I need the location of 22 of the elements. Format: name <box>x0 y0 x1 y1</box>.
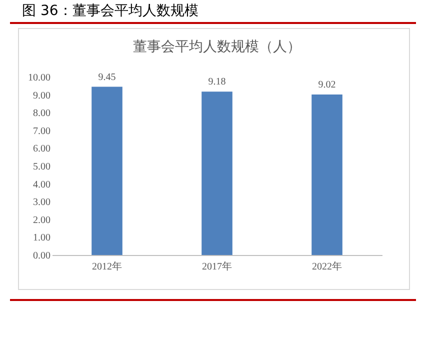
y-tick-label: 8.00 <box>33 108 50 120</box>
bar <box>312 94 342 255</box>
data-label: 9.45 <box>98 72 116 83</box>
y-tick-label: 10.00 <box>28 72 50 84</box>
x-tick-label: 2012年 <box>92 260 122 272</box>
bar <box>92 86 122 255</box>
y-tick-label: 3.00 <box>33 197 50 208</box>
y-tick-label: 5.00 <box>33 162 50 172</box>
y-tick-label: 0.00 <box>33 250 50 262</box>
y-tick-label: 2.00 <box>33 214 50 226</box>
x-tick-label: 2017年 <box>202 260 232 272</box>
data-label: 9.18 <box>208 76 226 88</box>
y-tick-label: 1.00 <box>33 232 50 244</box>
y-tick-label: 7.00 <box>33 126 50 137</box>
chart-title: 图 36：董事会平均人数规模 <box>22 2 198 20</box>
bar <box>202 92 232 255</box>
y-tick-label: 9.00 <box>33 90 50 102</box>
y-tick-label: 4.00 <box>33 179 50 190</box>
data-label: 9.02 <box>318 79 336 90</box>
x-tick-label: 2022年 <box>312 260 342 272</box>
y-tick-label: 6.00 <box>33 144 50 155</box>
chart-subtitle: 董事会平均人数规模（人） <box>133 38 301 55</box>
